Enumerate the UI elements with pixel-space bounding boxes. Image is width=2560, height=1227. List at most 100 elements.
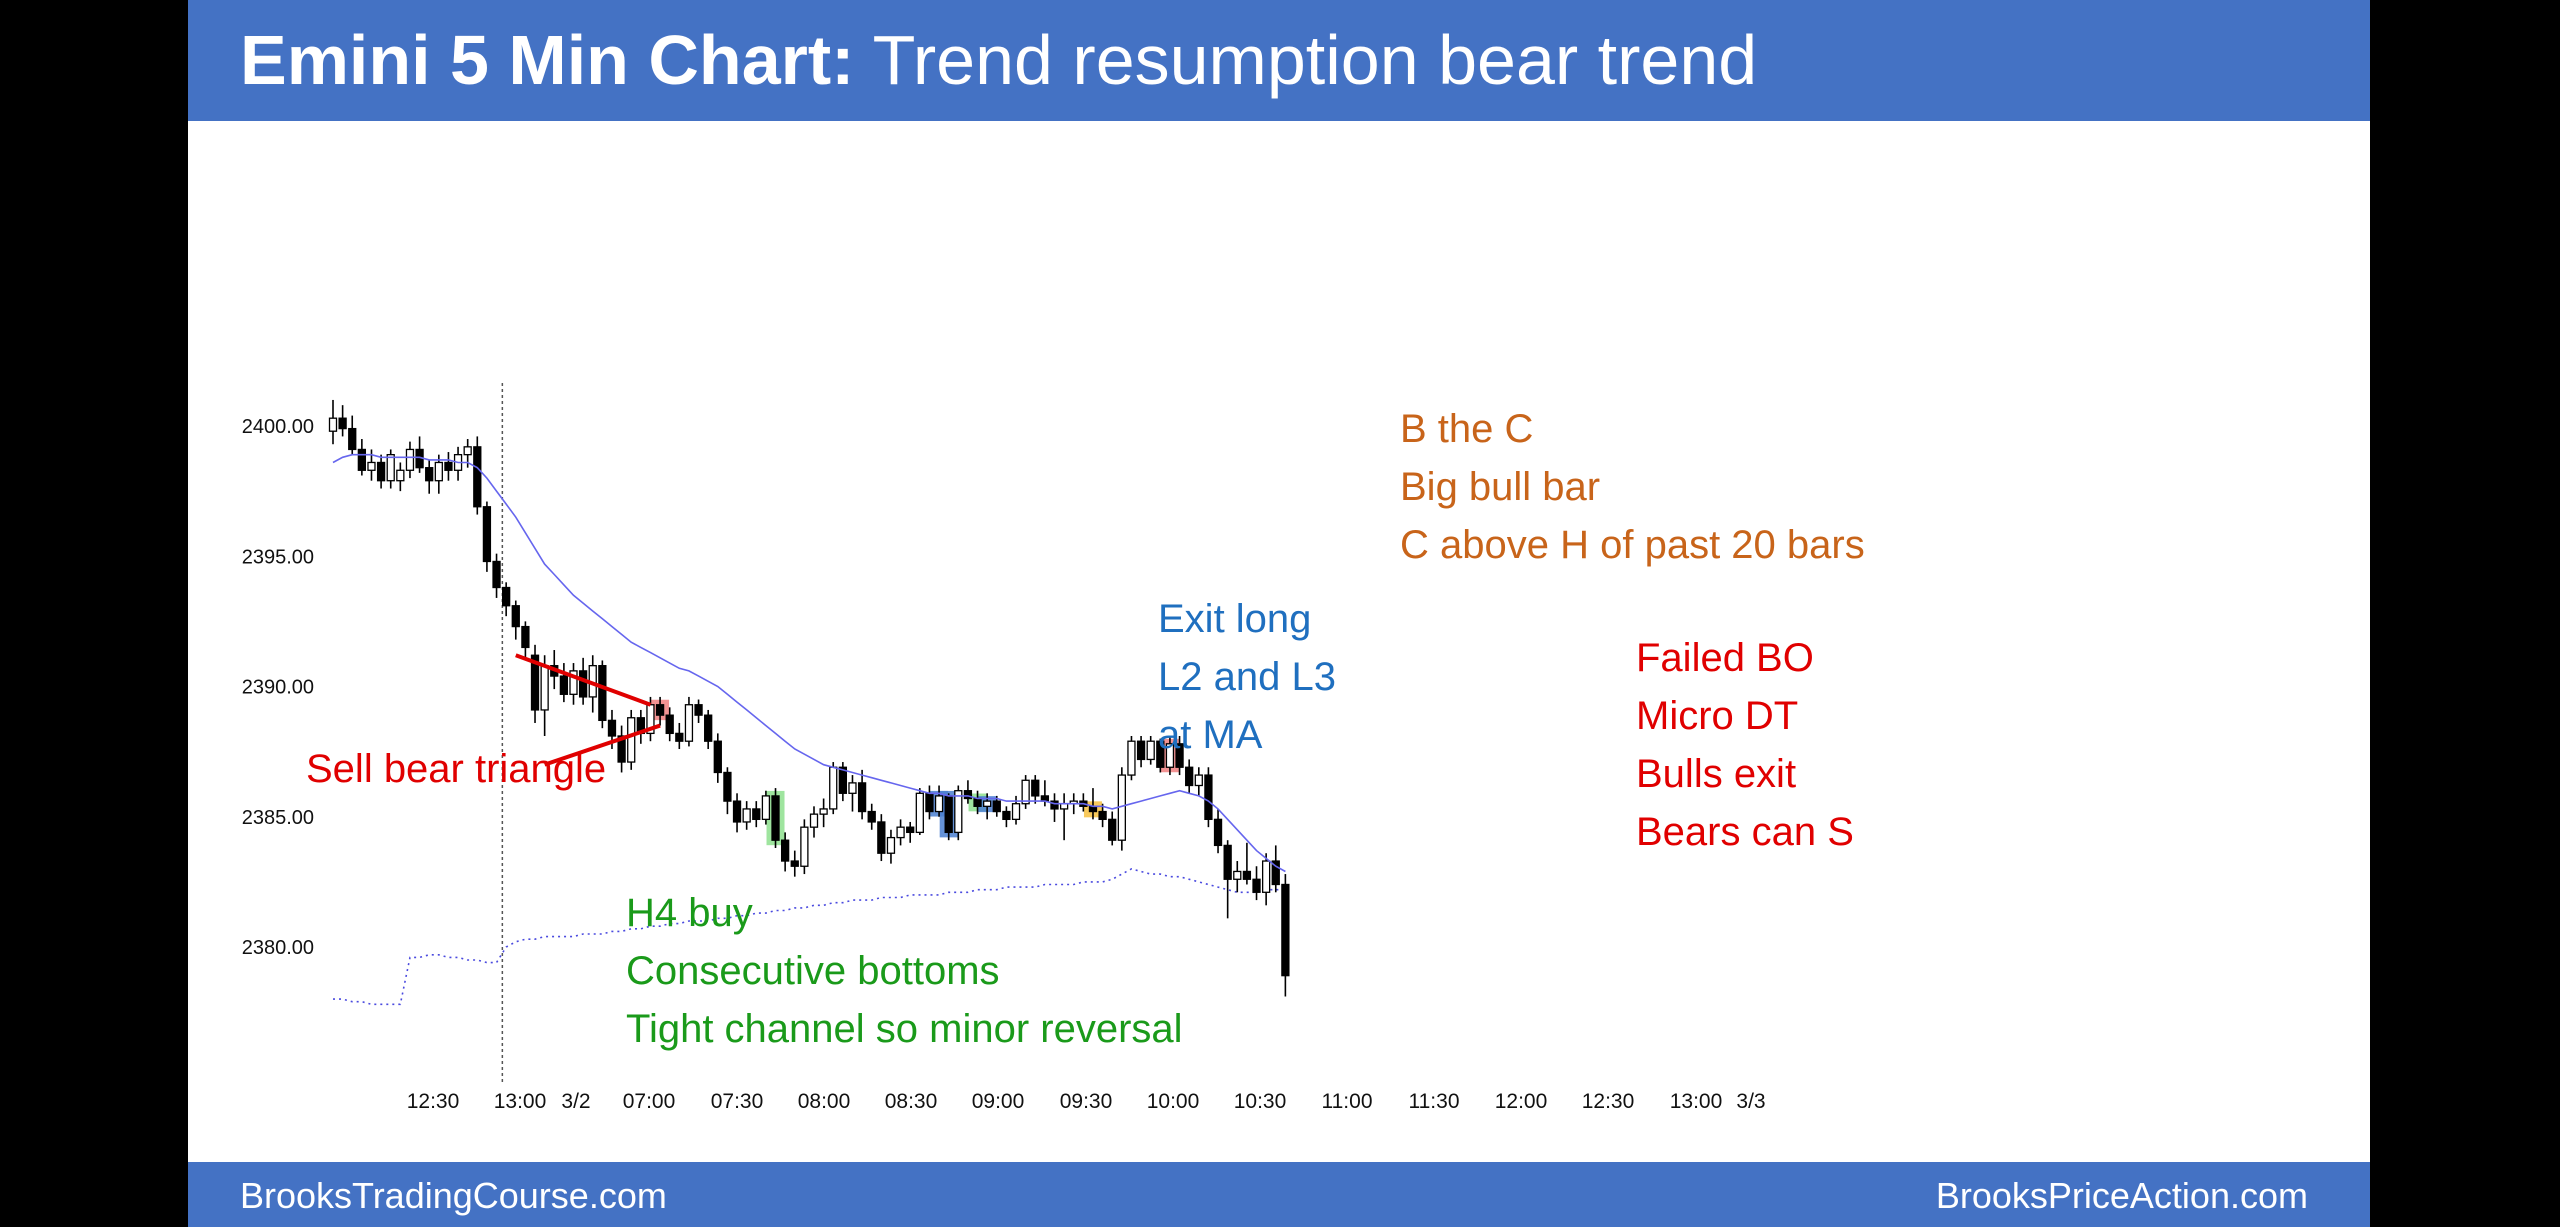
- candle-body: [1136, 740, 1146, 761]
- bull-candle: [1261, 853, 1271, 906]
- candle-body: [559, 675, 569, 695]
- candle-body: [1108, 818, 1117, 841]
- bull-candle: [453, 446, 463, 481]
- y-tick-label: 2395.00: [242, 546, 314, 568]
- candle-body: [1175, 743, 1184, 768]
- candle-body: [848, 782, 857, 794]
- bull-candle: [809, 806, 819, 838]
- bull-candle: [848, 775, 857, 812]
- candle-body: [492, 560, 501, 589]
- candle-body: [1146, 740, 1155, 761]
- bear-candle: [704, 709, 713, 750]
- bear-candle: [675, 722, 684, 750]
- candle-body: [896, 826, 905, 839]
- candle-body: [530, 654, 540, 711]
- bear-candle: [992, 795, 1001, 817]
- bull-candle: [434, 454, 443, 494]
- candle-body: [328, 417, 338, 432]
- footer-left-site: BrooksTradingCourse.com: [240, 1175, 667, 1216]
- bear-candle: [906, 821, 915, 843]
- bull-candle: [1011, 795, 1021, 825]
- candle-body: [482, 506, 492, 563]
- footer-bar: BrooksTradingCourse.com BrooksPriceActio…: [188, 1162, 2370, 1227]
- bear-candle: [1271, 845, 1280, 893]
- annotation-b-the-c: B the C Big bull bar C above H of past 2…: [1400, 400, 1865, 574]
- candle-body: [1088, 805, 1098, 813]
- annotation-line: Tight channel so minor reversal: [626, 1007, 1183, 1051]
- x-tick-label: 12:30: [1582, 1090, 1635, 1113]
- candle-body: [338, 417, 347, 430]
- bear-candle: [867, 803, 876, 830]
- annotation-line: Big bull bar: [1400, 465, 1601, 509]
- annotation-h4-buy: H4 buy Consecutive bottoms Tight channel…: [626, 884, 1183, 1058]
- bear-candle: [1242, 842, 1252, 885]
- candle-body: [1059, 803, 1069, 810]
- candle-body: [1242, 870, 1252, 880]
- title-bold: Emini 5 Min Chart:: [240, 21, 855, 99]
- y-axis: 2400.00 2395.00 2390.00 2385.00 2380.00: [242, 416, 314, 959]
- bear-candle: [492, 553, 501, 598]
- footer-right-site: BrooksPriceAction.com: [1935, 1175, 2308, 1216]
- bull-candle: [983, 793, 992, 820]
- bull-candle: [1165, 735, 1175, 776]
- candle-body: [694, 704, 703, 716]
- bull-candle: [627, 709, 636, 770]
- bear-candle: [1204, 767, 1213, 828]
- bear-candle: [521, 621, 530, 661]
- bull-candle: [819, 798, 828, 828]
- bear-candle: [415, 436, 424, 473]
- x-axis: 12:30 13:00 3/2 07:00 07:30 08:00 08:30 09:00 09…: [407, 1090, 1766, 1113]
- annotation-exit-long: Exit long L2 and L3 at MA: [1158, 590, 1336, 764]
- candle-body: [607, 719, 617, 737]
- candle-body: [655, 704, 665, 716]
- y-tick-label: 2385.00: [242, 807, 314, 829]
- bear-candle: [771, 788, 780, 849]
- candle-body: [915, 792, 924, 834]
- bear-candle: [376, 454, 386, 489]
- bear-candle: [857, 769, 867, 820]
- annotation-line: Bears can S: [1636, 810, 1854, 854]
- bear-candle: [530, 644, 540, 723]
- candle-body: [348, 427, 357, 451]
- candle-body: [598, 665, 607, 722]
- candles: [328, 399, 1290, 997]
- bull-candle: [386, 449, 395, 489]
- candle-body: [386, 454, 395, 482]
- candle-body: [502, 586, 511, 607]
- candle-body: [684, 704, 694, 742]
- bull-candle: [569, 663, 578, 705]
- candle-body: [444, 461, 453, 471]
- bull-candle: [328, 399, 338, 445]
- x-tick-label: 08:30: [885, 1090, 938, 1113]
- candle-body: [1213, 818, 1223, 847]
- title-rest: Trend resumption bear trend: [854, 21, 1758, 99]
- bear-candle: [1185, 759, 1194, 794]
- bull-candle: [761, 790, 771, 825]
- bull-candle: [800, 819, 809, 875]
- bull-candle: [684, 696, 694, 747]
- candlestick-chart: 2400.00 2395.00 2390.00 2385.00 2380.00 12:3…: [242, 383, 1766, 1113]
- candle-body: [1271, 860, 1280, 886]
- candle-body: [925, 792, 934, 813]
- bull-candle: [1059, 793, 1069, 841]
- bear-candle: [482, 501, 492, 572]
- candle-body: [675, 732, 684, 742]
- candle-body: [1098, 810, 1107, 821]
- x-tick-label: 09:00: [972, 1090, 1025, 1113]
- annotation-line: H4 buy: [626, 891, 753, 935]
- candle-body: [886, 836, 896, 854]
- x-tick-label: 13:00: [494, 1090, 547, 1113]
- candle-body: [867, 810, 876, 823]
- bear-candle: [723, 767, 732, 815]
- bear-candle: [598, 660, 607, 729]
- candle-body: [829, 766, 838, 810]
- candle-body: [463, 446, 472, 456]
- annotation-line: Exit long: [1158, 597, 1312, 641]
- lower-dotted-line: [333, 868, 1286, 1006]
- bear-candle: [1002, 806, 1011, 828]
- candle-body: [1156, 740, 1165, 768]
- bear-candle: [963, 780, 973, 804]
- candle-body: [1233, 870, 1242, 880]
- bear-candle: [877, 814, 886, 862]
- x-tick-label: 10:00: [1147, 1090, 1200, 1113]
